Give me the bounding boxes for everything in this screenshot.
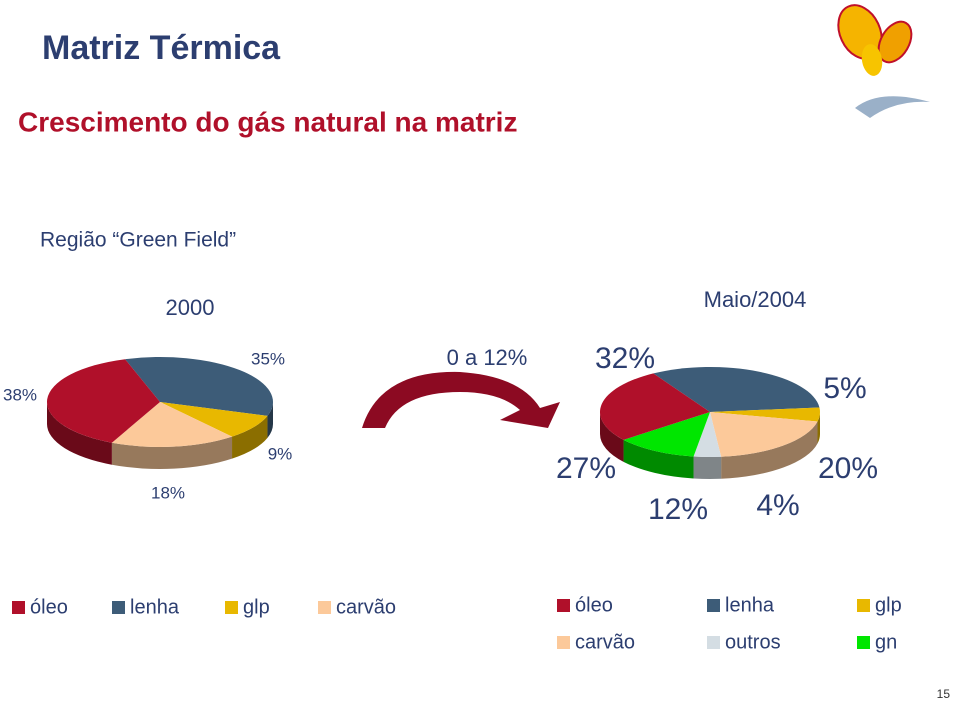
legend-swatch xyxy=(857,599,870,612)
legend-swatch xyxy=(112,601,125,614)
pie-side xyxy=(623,439,694,479)
legend-label: carvão xyxy=(575,631,635,653)
data-label: 35% xyxy=(251,349,285,368)
logo xyxy=(837,4,930,118)
pie-slice xyxy=(111,402,233,447)
pie-side xyxy=(693,456,722,479)
slide-title: Matriz Térmica xyxy=(42,29,281,67)
slide-subtitle: Crescimento do gás natural na matriz xyxy=(18,106,517,137)
chart-title: 2000 xyxy=(166,295,215,320)
data-label: 20% xyxy=(818,452,878,485)
data-label: 12% xyxy=(648,493,708,526)
pie-slice xyxy=(710,407,820,422)
data-label: 18% xyxy=(151,483,185,502)
pie-side xyxy=(817,412,820,444)
legend-swatch xyxy=(318,601,331,614)
legend-label: outros xyxy=(725,631,781,653)
pie-side xyxy=(600,412,624,462)
legend-label: lenha xyxy=(725,594,775,616)
data-label: 38% xyxy=(3,385,37,404)
pie-side xyxy=(47,402,112,465)
chart-title: Maio/2004 xyxy=(704,287,807,312)
pie-side xyxy=(267,402,273,438)
page-number: 15 xyxy=(937,687,951,701)
legend-label: lenha xyxy=(130,596,180,618)
legend-label: glp xyxy=(243,596,270,618)
legend-label: carvão xyxy=(336,596,396,618)
pie-side xyxy=(111,436,233,469)
pie-slice xyxy=(125,357,274,416)
pie-slice xyxy=(46,359,160,443)
pie-slice xyxy=(653,367,820,412)
legend-swatch xyxy=(12,601,25,614)
legend-label: óleo xyxy=(30,596,68,618)
legend-swatch xyxy=(225,601,238,614)
pie-slice xyxy=(160,402,268,437)
arrow-label: 0 a 12% xyxy=(447,345,528,370)
legend-swatch xyxy=(857,636,870,649)
data-label: 27% xyxy=(556,452,616,485)
pie-slice xyxy=(710,412,818,457)
data-label: 4% xyxy=(756,489,799,522)
pie-slice xyxy=(693,412,722,457)
data-label: 32% xyxy=(595,342,655,375)
data-label: 5% xyxy=(823,372,866,405)
legend-label: óleo xyxy=(575,594,613,616)
legend-swatch xyxy=(557,599,570,612)
data-label: 9% xyxy=(268,444,293,463)
legend-swatch xyxy=(707,599,720,612)
legend-swatch xyxy=(707,636,720,649)
pie-side xyxy=(721,421,818,479)
transition-arrow xyxy=(362,371,560,428)
pie-side xyxy=(232,415,268,459)
legend-label: glp xyxy=(875,594,902,616)
legend-label: gn xyxy=(875,631,897,653)
legend-swatch xyxy=(557,636,570,649)
region-label: Região “Green Field” xyxy=(40,229,236,252)
pie-slice xyxy=(623,412,710,457)
pie-slice xyxy=(600,373,710,440)
